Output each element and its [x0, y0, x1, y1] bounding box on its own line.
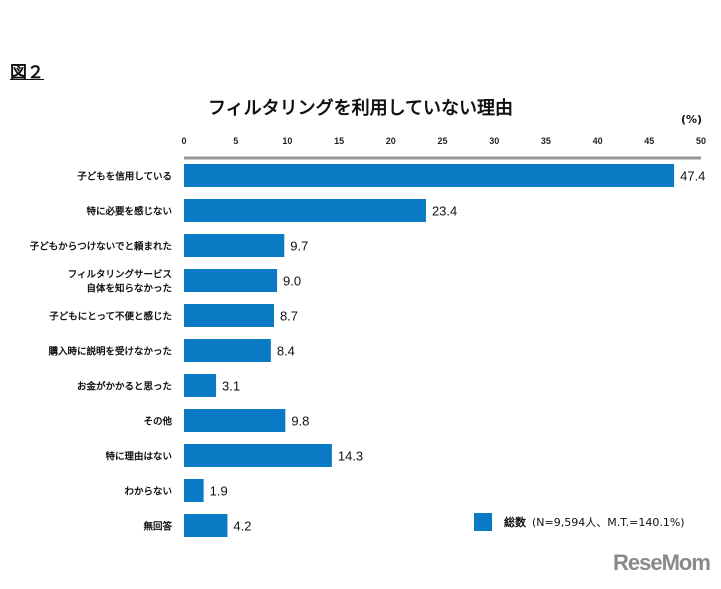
bar: [184, 409, 286, 432]
bar: [184, 304, 274, 327]
tick-label: 45: [644, 136, 654, 146]
figure-label: 図２: [10, 63, 44, 83]
category-label: 自体を知らなかった: [86, 283, 172, 295]
tick-label: 5: [233, 136, 238, 146]
data-label: 23.4: [432, 204, 457, 219]
category-label: 特に必要を感じない: [86, 206, 172, 218]
bar: [184, 164, 675, 187]
category-label: わからない: [124, 487, 172, 498]
bar: [184, 444, 332, 467]
bar: [184, 199, 426, 222]
bar: [184, 514, 228, 537]
category-label: 購入時に説明を受けなかった: [47, 346, 172, 358]
legend-note: (N=9,594人、M.T.=140.1%): [532, 516, 685, 529]
data-label: 4.2: [233, 519, 251, 534]
tick-label: 0: [181, 136, 186, 146]
category-label: 子どもを信用している: [77, 171, 172, 183]
category-label: 無回答: [143, 521, 172, 533]
category-label: 子どもからつけないでと頼まれた: [30, 241, 172, 253]
data-label: 14.3: [338, 449, 363, 464]
category-label: その他: [143, 416, 172, 428]
data-label: 3.1: [222, 379, 240, 394]
tick-label: 20: [386, 136, 396, 146]
legend-swatch: [474, 513, 492, 531]
legend-name: 総数: [504, 516, 526, 529]
tick-label: 50: [696, 136, 706, 146]
data-label: 1.9: [210, 484, 228, 499]
category-label: 子どもにとって不便と感じた: [49, 311, 172, 323]
tick-label: 15: [334, 136, 344, 146]
bar: [184, 374, 217, 397]
tick-label: 10: [282, 136, 292, 146]
tick-label: 30: [489, 136, 499, 146]
bar: [184, 339, 271, 362]
bar: [184, 269, 278, 292]
legend: 総数 (N=9,594人、M.T.=140.1%): [474, 513, 685, 531]
chart-title: フィルタリングを利用していない理由: [207, 98, 514, 119]
tick-label: 25: [437, 136, 447, 146]
bar: [184, 479, 204, 502]
data-label: 9.0: [283, 274, 301, 289]
data-label: 9.7: [290, 239, 308, 254]
data-label: 9.8: [291, 414, 309, 429]
resemom-logo: ReseMom: [613, 550, 711, 575]
category-label: フィルタリングサービス: [68, 269, 172, 281]
data-label: 8.4: [277, 344, 295, 359]
data-label: 8.7: [280, 309, 298, 324]
data-label: 47.4: [680, 169, 705, 184]
tick-label: 35: [541, 136, 551, 146]
tick-label: 40: [593, 136, 603, 146]
bar: [184, 234, 285, 257]
category-label: 特に理由はない: [105, 451, 172, 463]
category-label: お金がかかると思った: [77, 381, 172, 393]
unit-label: (%): [681, 113, 703, 126]
